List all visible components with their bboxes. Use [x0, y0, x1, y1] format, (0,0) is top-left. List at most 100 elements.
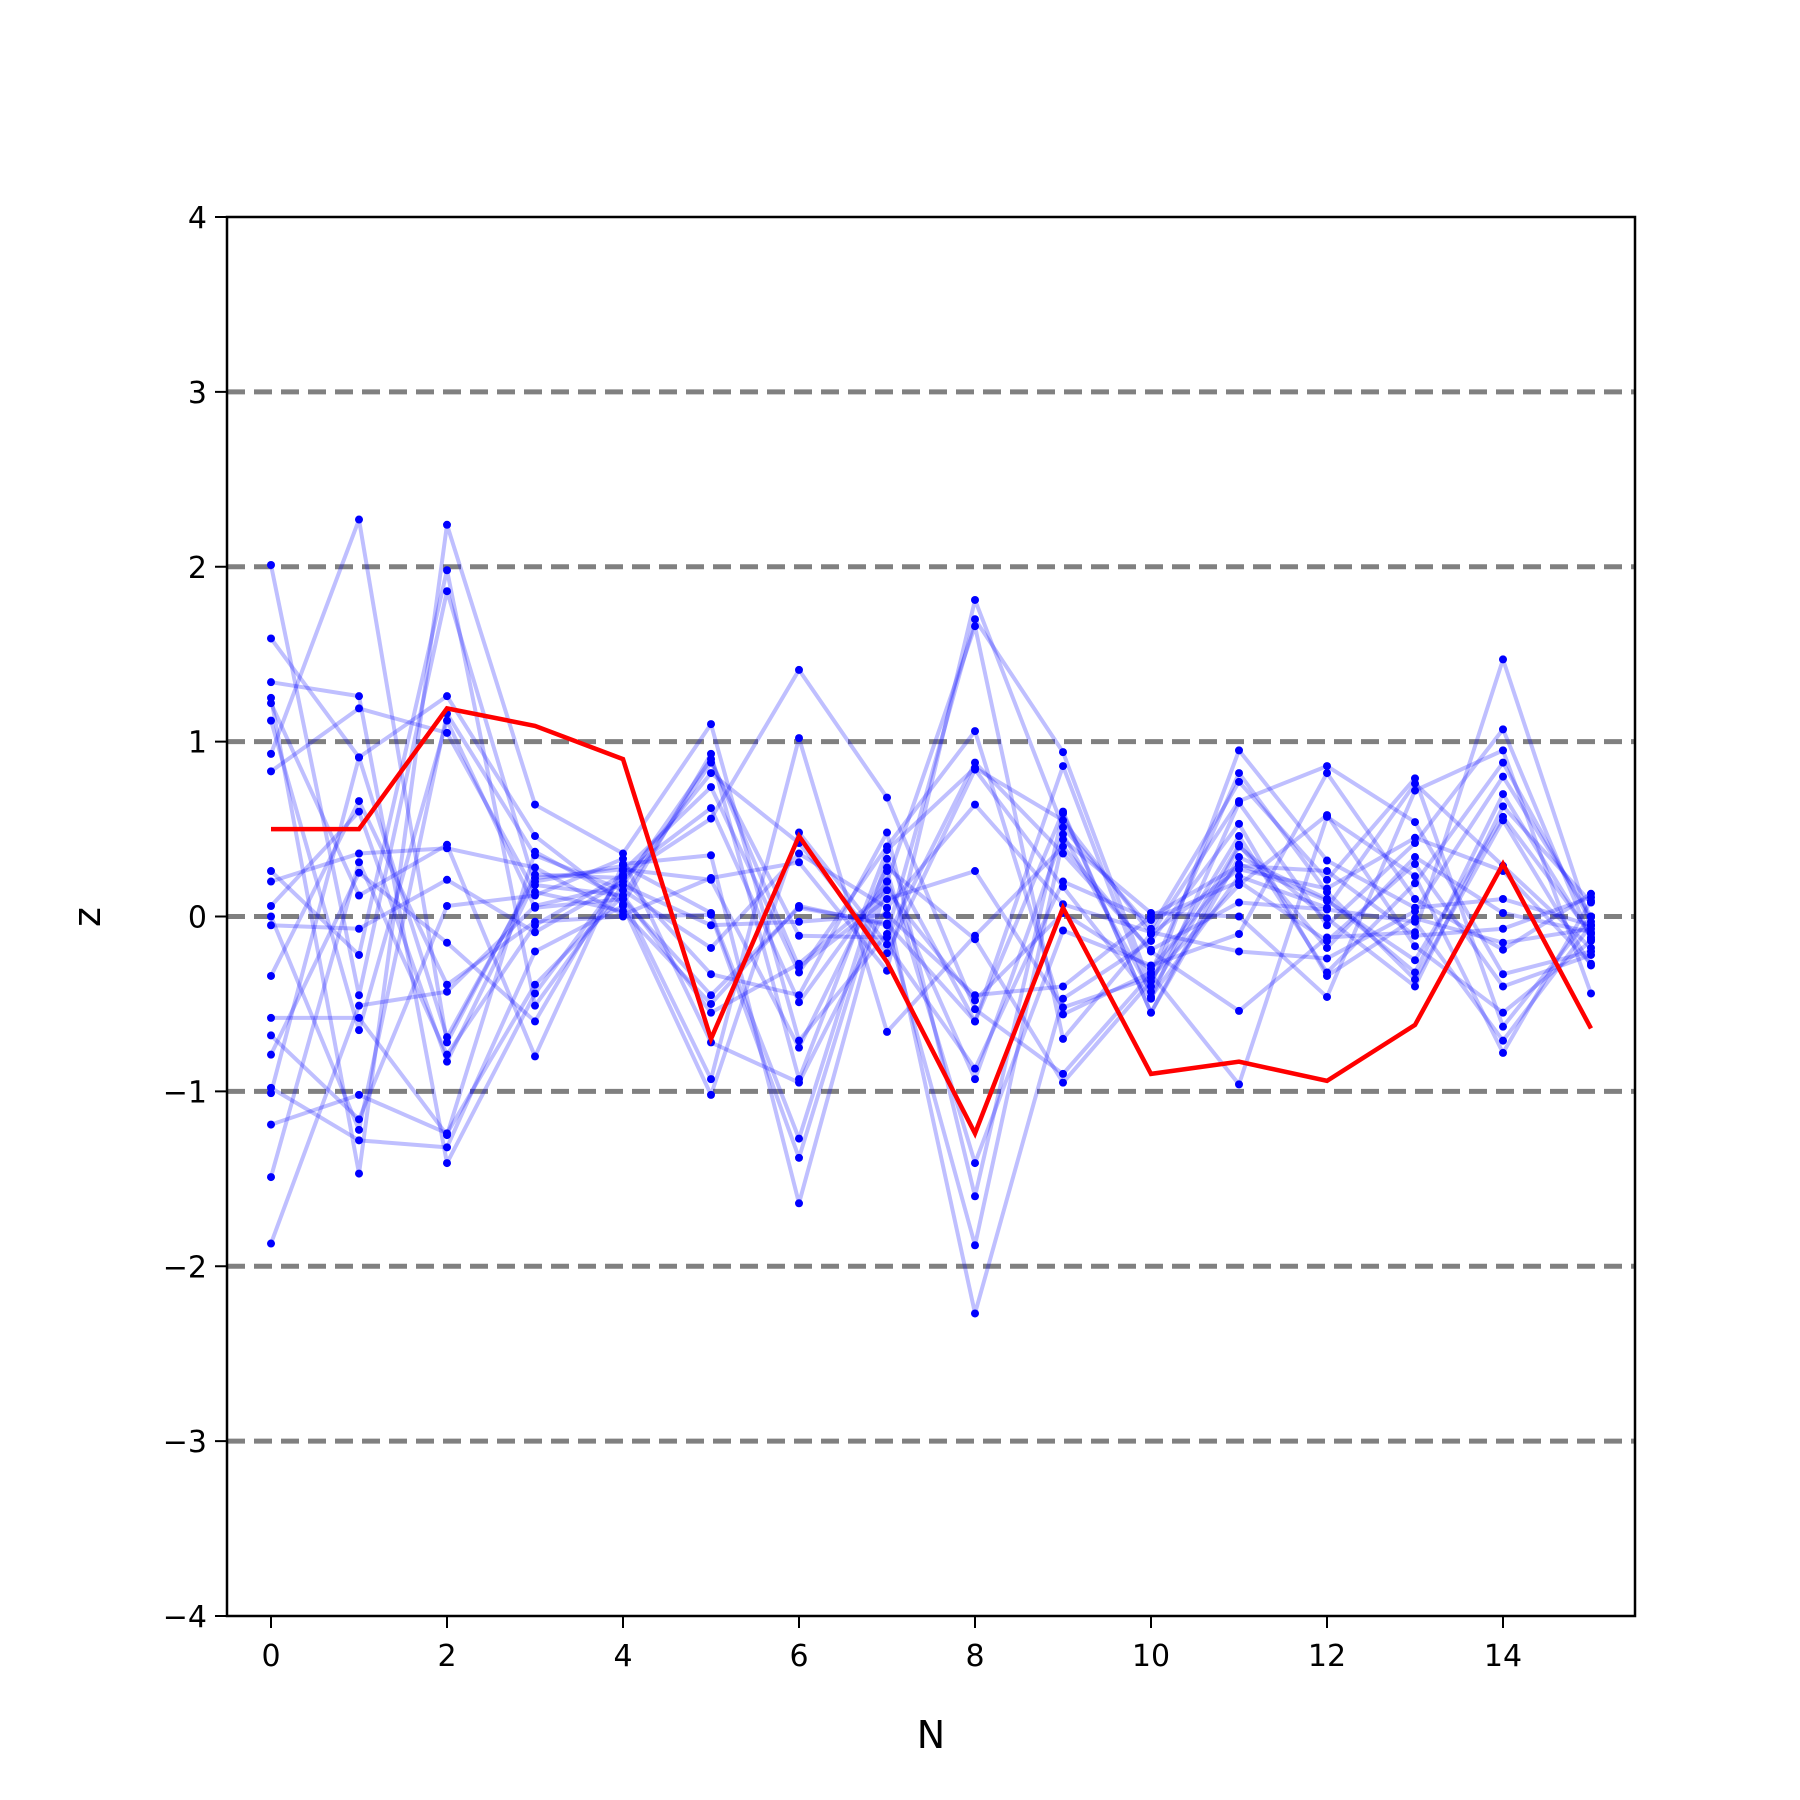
- series-point: [355, 704, 363, 713]
- series-point: [531, 1017, 539, 1026]
- series-point: [1147, 1008, 1155, 1017]
- series-point: [267, 877, 275, 886]
- series-point: [443, 875, 451, 884]
- series-point: [971, 1005, 979, 1014]
- series-point: [883, 842, 891, 851]
- x-tick-label: 4: [613, 1639, 632, 1674]
- y-tick-label: 4: [188, 201, 207, 236]
- y-tick-label: 1: [188, 726, 207, 761]
- series-point: [795, 1153, 803, 1162]
- series-point: [971, 1192, 979, 1201]
- series-point: [883, 793, 891, 802]
- series-point: [1235, 853, 1243, 862]
- series-point: [1323, 888, 1331, 897]
- series-point: [1323, 954, 1331, 963]
- series-point: [1235, 832, 1243, 841]
- series-point: [1499, 909, 1507, 918]
- x-tick-label: 0: [261, 1639, 280, 1674]
- series-point: [1235, 769, 1243, 778]
- x-tick-label: 6: [789, 1639, 808, 1674]
- series-point: [795, 903, 803, 912]
- series-point: [443, 844, 451, 853]
- series-point: [707, 1090, 715, 1099]
- series-point: [795, 665, 803, 674]
- series-line: [270, 597, 1593, 1029]
- series-point: [619, 912, 627, 921]
- series-line: [269, 568, 1593, 1015]
- series-line: [269, 624, 1593, 1206]
- series-point: [267, 767, 275, 776]
- series-point: [971, 1159, 979, 1168]
- series-point: [1059, 1034, 1067, 1043]
- series-line: [269, 517, 1593, 1199]
- series-point: [355, 891, 363, 900]
- series-point: [267, 1239, 275, 1248]
- series-point: [443, 1057, 451, 1066]
- series-point: [443, 1050, 451, 1059]
- series-point: [707, 1075, 715, 1084]
- series-point: [267, 678, 275, 687]
- series-point: [1499, 802, 1507, 811]
- series-point: [1411, 872, 1419, 881]
- series-point: [1499, 746, 1507, 755]
- series-point: [707, 783, 715, 792]
- series-point: [443, 1033, 451, 1042]
- series-point: [707, 814, 715, 823]
- series-point: [619, 891, 627, 900]
- series-point: [1587, 921, 1595, 930]
- series-point: [443, 980, 451, 989]
- series-point: [267, 912, 275, 921]
- series-point: [971, 1241, 979, 1250]
- series-point: [1235, 746, 1243, 755]
- series-point: [1587, 928, 1595, 937]
- series-point: [1411, 956, 1419, 965]
- series-point: [443, 987, 451, 996]
- series-point: [355, 858, 363, 867]
- series-point: [1411, 968, 1419, 977]
- series-point: [1499, 790, 1507, 799]
- series-point: [1059, 1069, 1067, 1078]
- series-point: [267, 716, 275, 725]
- series-point: [1411, 879, 1419, 888]
- series-point: [443, 566, 451, 575]
- series-point: [267, 921, 275, 930]
- series-point: [1235, 840, 1243, 849]
- series-point: [971, 800, 979, 809]
- series-point: [1587, 893, 1595, 902]
- series-point: [531, 800, 539, 809]
- series-point: [1059, 994, 1067, 1003]
- series-line: [269, 755, 1593, 1094]
- series-point: [1499, 1022, 1507, 1031]
- series-point: [795, 1134, 803, 1143]
- series-point: [267, 1089, 275, 1098]
- series-point: [707, 999, 715, 1008]
- series-point: [883, 1027, 891, 1036]
- series-point: [795, 858, 803, 867]
- series-point: [971, 622, 979, 631]
- series-point: [1059, 982, 1067, 991]
- series-point: [267, 1120, 275, 1129]
- series-point: [443, 728, 451, 737]
- series-point: [1499, 924, 1507, 933]
- series-point: [1411, 853, 1419, 862]
- series-point: [1499, 758, 1507, 767]
- series-point: [1147, 945, 1155, 954]
- series-line: [269, 657, 1593, 1082]
- series-point: [795, 917, 803, 926]
- series-point: [1323, 943, 1331, 952]
- series-point: [531, 947, 539, 956]
- series-point: [355, 1136, 363, 1145]
- series-line: [269, 771, 1593, 1166]
- series-point: [267, 971, 275, 980]
- y-tick-label: −2: [163, 1250, 207, 1285]
- series-point: [707, 970, 715, 979]
- series-point: [883, 877, 891, 886]
- series-point: [1323, 968, 1331, 977]
- series-point: [1499, 1048, 1507, 1057]
- series-point: [1059, 830, 1067, 839]
- series-line: [269, 522, 1592, 1176]
- series-point: [1587, 950, 1595, 959]
- series-point: [883, 886, 891, 895]
- series-point: [1147, 936, 1155, 945]
- series-point: [707, 851, 715, 860]
